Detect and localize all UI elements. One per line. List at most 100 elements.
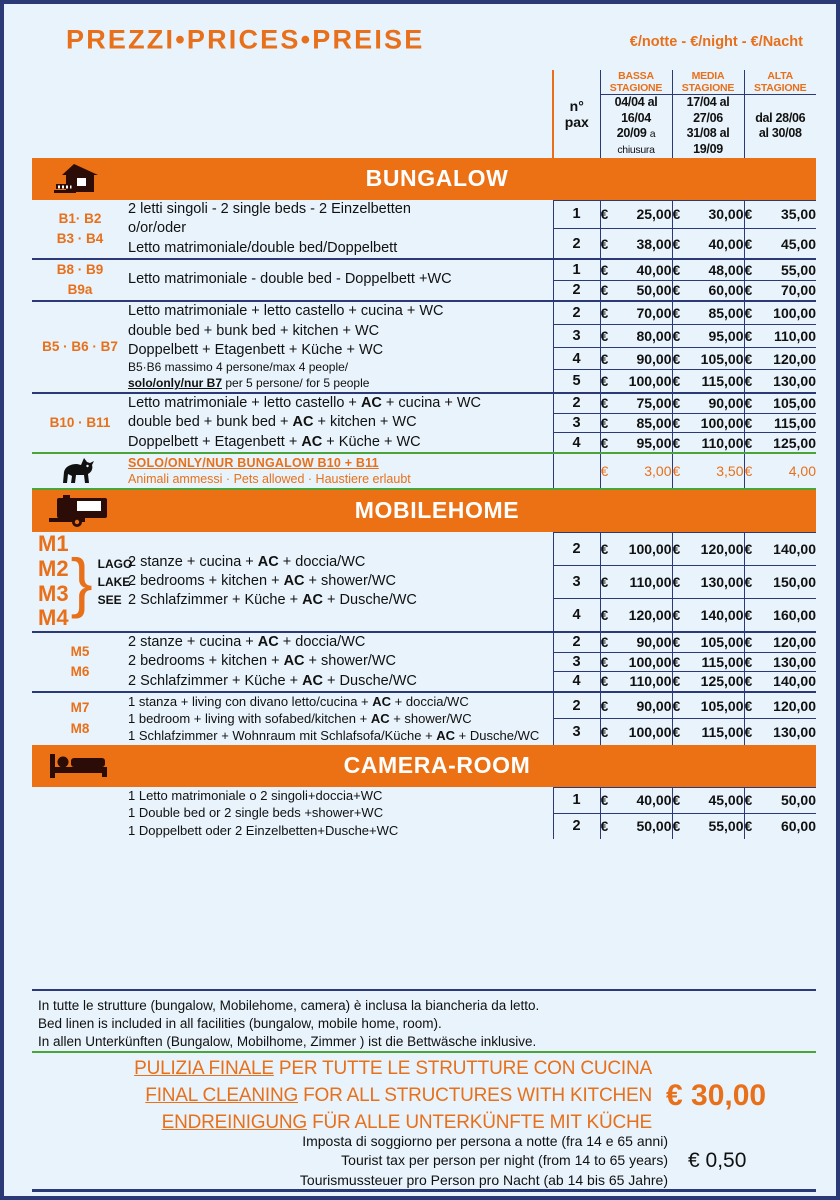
unit-code: M3: [38, 580, 69, 606]
season-dates-row: 04/04 al 16/04 20/09 a chiusura 17/04 al 2…: [32, 94, 816, 158]
price-season-1: €38,00: [599, 228, 672, 259]
unit-description-cell: 2 stanze + cucina + AC + doccia/WC 2 bedr…: [128, 532, 553, 632]
price-season-1: €90,00: [599, 690, 672, 719]
price-season-2: €60,00: [671, 279, 744, 302]
unit-code-list: M7 M8: [32, 698, 128, 739]
pets-price-season-1: €3,00: [599, 451, 672, 490]
section-banner-cell: CAMERA-ROOM: [32, 744, 816, 788]
pets-line-1: SOLO/ONLY/NUR BUNGALOW B10 + B11: [128, 455, 379, 470]
unit-code-cell: B10 · B11: [32, 392, 128, 453]
desc-line: 1 Double bed or 2 single beds +shower+WC: [128, 805, 384, 821]
price-season-1: €25,00: [599, 199, 672, 229]
price-row: 2 €50,00 €60,00 €70,00: [32, 279, 816, 302]
cleaning-rest-de: FÜR ALLE UNTERKÜNFTE MIT KÜCHE: [307, 1111, 652, 1133]
price-season-2: €140,00: [671, 597, 744, 632]
caravan-icon: [32, 494, 128, 527]
unit-description-cell: 2 letti singoli - 2 single beds - 2 Einz…: [128, 200, 553, 259]
desc-line: 2 bedrooms + kitchen + AC + shower/WC: [128, 573, 396, 590]
price-season-1: €50,00: [599, 279, 672, 302]
price-row: 5 €100,00 €115,00 €130,00: [32, 369, 816, 394]
price-season-3: €50,00: [743, 786, 816, 814]
price-row: 1 Letto matrimoniale o 2 singoli+doccia+…: [32, 786, 816, 838]
unit-code: M4: [38, 605, 69, 631]
price-row: B5 · B6 · B7 Letto matrimoniale + letto c…: [32, 300, 816, 394]
pax-count: 2: [552, 690, 600, 719]
desc-line: 2 letti singoli - 2 single beds - 2 Einz…: [128, 201, 411, 217]
pets-text: SOLO/ONLY/NUR BUNGALOW B10 + B11 Animali …: [128, 451, 553, 490]
pax-count: 1: [552, 786, 600, 814]
pax-count: 4: [552, 597, 600, 632]
green-divider: [32, 1051, 816, 1053]
pax-count: 3: [552, 651, 600, 672]
pax-count: 3: [552, 324, 600, 348]
price-season-3: €120,00: [743, 630, 816, 653]
house-icon: [32, 162, 128, 196]
pax-count: 3: [552, 412, 600, 433]
unit-code-cell: B8 · B9 B9a: [32, 257, 128, 302]
linen-note-line: In allen Unterkünften (Bungalow, Mobilho…: [38, 1033, 537, 1049]
price-season-3: €120,00: [743, 690, 816, 719]
unit-code: B5 · B6 · B7: [42, 339, 118, 355]
price-season-2: €120,00: [671, 531, 744, 566]
price-season-2: €130,00: [671, 564, 744, 599]
unit-description-cell: Letto matrimoniale + letto castello + AC…: [128, 392, 553, 453]
price-row: 4 €95,00 €110,00 €125,00: [32, 432, 816, 453]
pets-price-season-2: €3,50: [671, 451, 744, 490]
cleaning-rest-it: PER TUTTE LE STRUTTURE CON CUCINA: [273, 1058, 652, 1079]
price-row: 4 €120,00 €140,00 €160,00: [32, 597, 816, 632]
price-season-1: €95,00: [599, 432, 672, 453]
pax-count: 3: [552, 718, 600, 745]
price-table-body: n° pax BASSA STAGIONE MEDIA STAGIONE ALTA ST…: [32, 70, 816, 839]
section-banner-cell: MOBILEHOME: [32, 488, 816, 533]
price-row: 3 €80,00 €95,00 €110,00: [32, 324, 816, 348]
pax-count: 2: [552, 279, 600, 302]
season-dates-1: 04/04 al 16/04 20/09 a chiusura: [599, 94, 672, 158]
desc-line: Letto matrimoniale + letto castello + AC…: [128, 395, 482, 412]
pax-count: 2: [552, 630, 600, 653]
unit-code: M6: [70, 663, 90, 679]
price-table: n° pax BASSA STAGIONE MEDIA STAGIONE ALTA ST…: [32, 70, 816, 839]
tax-line-en: Tourist tax per person per night (from 1…: [341, 1152, 668, 1169]
price-season-1: €100,00: [599, 369, 672, 394]
price-season-3: €110,00: [743, 324, 816, 348]
section-banner-mobilehome: MOBILEHOME: [32, 488, 816, 533]
desc-line: 1 Doppelbett oder 2 Einzelbetten+Dusche+…: [128, 822, 399, 838]
price-season-1: €80,00: [599, 324, 672, 348]
price-row: 2 €50,00 €55,00 €60,00: [32, 812, 816, 839]
price-season-3: €105,00: [743, 392, 816, 414]
unit-code: M1: [38, 531, 69, 557]
unit-description-cell: 1 Letto matrimoniale o 2 singoli+doccia+…: [128, 787, 553, 839]
pax-count: 1: [552, 199, 600, 229]
cleaning-label-en: FINAL CLEANING: [145, 1084, 299, 1106]
price-season-2: €105,00: [671, 346, 744, 370]
price-season-1: €90,00: [599, 630, 672, 653]
unit-code-cell: M5 M6: [32, 630, 128, 692]
price-season-1: €90,00: [599, 346, 672, 370]
unit-description-cell: 2 stanze + cucina + AC + doccia/WC 2 bedr…: [128, 630, 553, 692]
section-title-mobilehome: MOBILEHOME: [354, 497, 520, 524]
price-row: B8 · B9 B9a Letto matrimoniale - double be…: [32, 257, 816, 302]
tax-line-it: Imposta di soggiorno per persona a notte…: [302, 1133, 668, 1149]
unit-code: B9a: [67, 282, 93, 298]
desc-line: double bed + bunk bed + AC + kitchen + W…: [128, 414, 417, 431]
desc-line: 2 bedrooms + kitchen + AC + shower/WC: [128, 653, 396, 670]
price-season-1: €75,00: [599, 392, 672, 414]
price-season-2: €115,00: [671, 369, 744, 394]
pets-price-season-3: €4,00: [743, 451, 816, 490]
final-cleaning-text: PULIZIA FINALE PER TUTTE LE STRUTTURE CO…: [32, 1056, 666, 1137]
desc-line: 2 Schlafzimmer + Küche + AC + Dusche/WC: [128, 592, 417, 609]
pax-count: 2: [552, 300, 600, 325]
unit-code: M7: [70, 700, 90, 716]
desc-line: 2 stanze + cucina + AC + doccia/WC: [128, 553, 366, 570]
price-season-3: €35,00: [743, 199, 816, 229]
desc-line: Doppelbett + Etagenbett + Küche + WC: [128, 341, 384, 358]
price-season-3: €120,00: [743, 346, 816, 370]
price-row: B1· B2 B3 · B4 2 letti singoli - 2 single …: [32, 199, 816, 256]
price-season-3: €130,00: [743, 369, 816, 394]
price-row: 2 €38,00 €40,00 €45,00: [32, 228, 816, 259]
price-row: 4 €90,00 €105,00 €120,00: [32, 346, 816, 370]
price-row: 3 €100,00 €115,00 €130,00: [32, 718, 816, 745]
unit-code-cell: B1· B2 B3 · B4: [32, 200, 128, 259]
price-season-1: €110,00: [599, 564, 672, 599]
desc-line: 1 stanza + living con divano letto/cucin…: [128, 693, 469, 709]
